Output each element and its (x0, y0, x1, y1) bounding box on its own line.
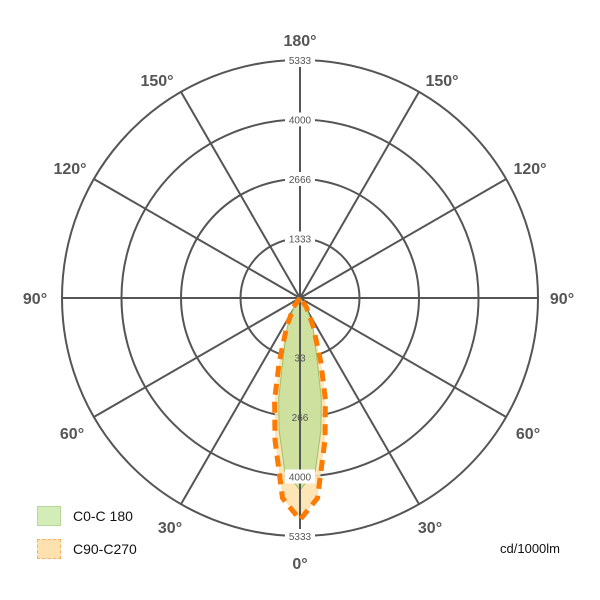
angle-label-right60: 60° (516, 426, 540, 443)
ring-label-bg (285, 53, 315, 67)
ring-label: 4000 (289, 115, 312, 126)
ring-label-bg (285, 112, 315, 127)
angle-label-bottom: 0° (292, 556, 307, 573)
angle-label-top: 180° (283, 33, 316, 50)
unit-label: cd/1000lm (500, 541, 560, 556)
angle-label-right30: 30° (418, 520, 442, 537)
legend-swatch-orange (37, 539, 61, 559)
ring-label: 4000 (289, 473, 312, 484)
ring-label-bg (285, 529, 315, 543)
angle-label-left60: 60° (60, 426, 84, 443)
angle-label-right120: 120° (513, 161, 546, 178)
legend-item-c0: C0-C 180 (37, 506, 133, 526)
angle-label-left30: 30° (158, 520, 182, 537)
ring-label: 1333 (289, 235, 312, 246)
series-c90-c270-outline (272, 295, 328, 523)
angle-label-left120: 120° (53, 161, 86, 178)
ring-label-bg (285, 231, 315, 246)
ring-label-bg (285, 172, 315, 187)
legend-swatch-green (37, 506, 61, 526)
angle-label-left150: 150° (140, 73, 173, 90)
ring-label: 2666 (289, 175, 312, 186)
legend-label: C0-C 180 (73, 508, 133, 524)
legend-label: C90-C270 (73, 541, 137, 557)
ring-label: 5333 (289, 56, 312, 67)
ring-label: 33 (294, 353, 306, 364)
ring-label: 266 (292, 413, 309, 424)
angle-label-right150: 150° (425, 73, 458, 90)
ring-label: 5333 (289, 532, 312, 543)
angle-label-right90: 90° (550, 291, 574, 308)
legend-item-c90: C90-C270 (37, 539, 137, 559)
ring-label-bg (285, 469, 315, 484)
angle-label-left90: 90° (23, 291, 47, 308)
